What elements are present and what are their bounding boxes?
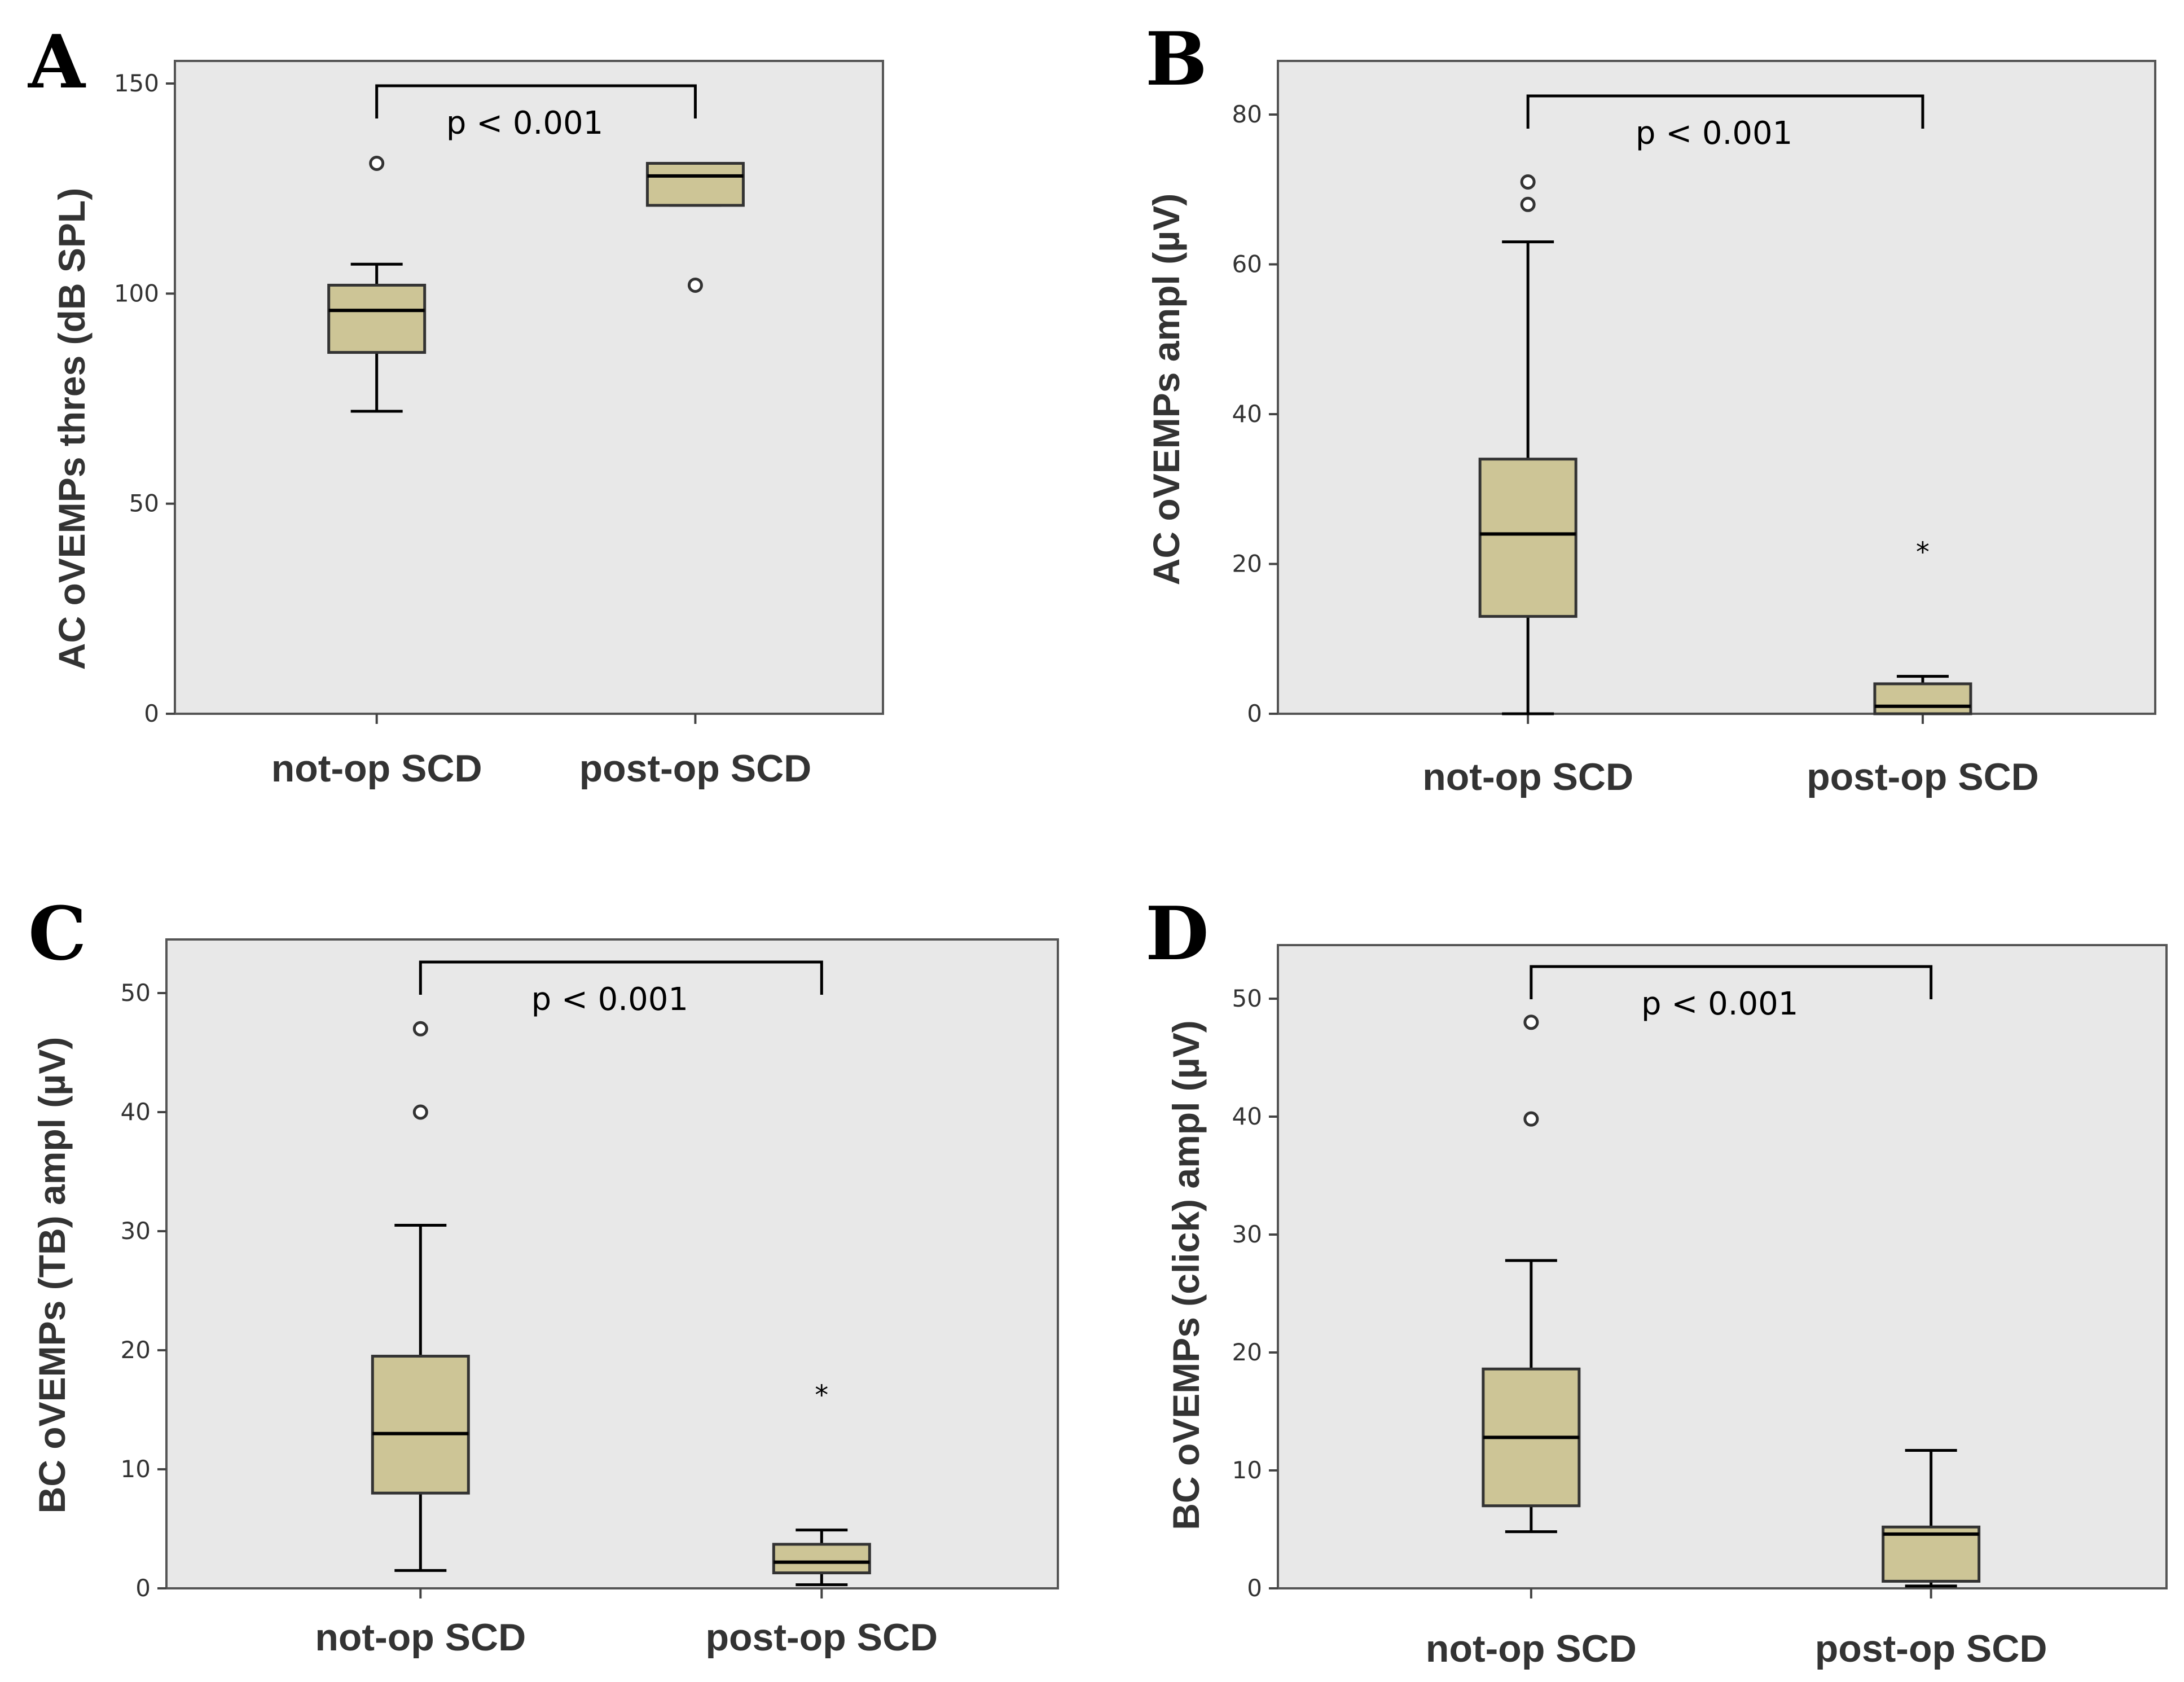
panel-d-p-value: p < 0.001 <box>1641 986 1798 1022</box>
panel-b-letter: B <box>1145 16 1207 102</box>
panel-b-box-1 <box>1873 682 1972 715</box>
panel-c-plot-area <box>165 938 1059 1589</box>
panel-b-plot-area <box>1277 60 2156 715</box>
panel-a-y-tick-label: 0 <box>144 700 159 727</box>
panel-d-y-tick-label: 30 <box>1232 1220 1262 1248</box>
panel-d-outlier-point <box>1523 1015 1539 1030</box>
panel-b-outlier-point <box>1520 196 1536 212</box>
panel-c-x-category-label: not-op SCD <box>315 1616 526 1659</box>
panel-c-x-category-label: post-op SCD <box>705 1616 938 1659</box>
panel-b-outlier-point <box>1520 174 1536 190</box>
panel-c-y-axis-label: BC oVEMPs (TB) ampl (µV) <box>31 1037 73 1514</box>
panel-d-y-axis-label: BC oVEMPs (click) ampl (µV) <box>1165 1020 1207 1530</box>
panel-d-letter: D <box>1145 890 1209 977</box>
panel-b-x-category-label: not-op SCD <box>1422 756 1633 798</box>
panel-a-p-value: p < 0.001 <box>446 105 603 142</box>
panel-c-box-0 <box>371 1355 470 1495</box>
panel-b-box-0 <box>1478 458 1577 618</box>
panel-b-extreme-point: * <box>1916 537 1930 568</box>
panel-a-box-1 <box>645 161 745 207</box>
panel-a-y-tick-label: 50 <box>129 490 159 517</box>
panel-a-outlier-point <box>687 277 703 293</box>
panel-c-y-tick-label: 10 <box>121 1455 151 1483</box>
panel-b-y-axis-label: AC oVEMPs ampl (µV) <box>1145 194 1187 585</box>
panel-c-y-tick-label: 50 <box>121 979 151 1007</box>
panel-c-y-tick-label: 20 <box>121 1336 151 1364</box>
panel-d-y-tick-label: 20 <box>1232 1338 1262 1366</box>
panel-b-significance-bracket <box>1526 94 1924 129</box>
panel-c-significance-bracket <box>419 960 823 995</box>
panel-d-y-tick-label: 50 <box>1232 985 1262 1012</box>
panel-b-x-category-label: post-op SCD <box>1807 756 2039 798</box>
panel-d-box-1 <box>1882 1525 1981 1583</box>
panel-c-outlier-point <box>412 1021 428 1037</box>
panel-a-y-tick-label: 100 <box>114 279 159 307</box>
panel-a-x-category-label: not-op SCD <box>271 747 482 790</box>
panel-a-box-0 <box>327 283 427 354</box>
panel-d-outlier-point <box>1523 1111 1539 1127</box>
panel-c-y-tick-label: 30 <box>121 1217 151 1245</box>
panel-b-y-tick-label: 60 <box>1232 251 1262 278</box>
panel-d-y-tick-label: 40 <box>1232 1103 1262 1130</box>
panel-a-y-tick-label: 150 <box>114 69 159 97</box>
panel-c-extreme-point: * <box>815 1380 828 1411</box>
panel-a-plot-area <box>174 60 884 715</box>
panel-a-significance-bracket <box>375 84 697 118</box>
panel-d-y-tick-label: 0 <box>1247 1574 1262 1602</box>
panel-d-y-tick-label: 10 <box>1232 1456 1262 1484</box>
panel-b-y-tick-label: 0 <box>1247 700 1262 727</box>
panel-b-y-tick-label: 20 <box>1232 550 1262 578</box>
panel-c-p-value: p < 0.001 <box>531 981 688 1018</box>
panel-c-y-tick-label: 0 <box>135 1574 151 1602</box>
panel-d-plot-area <box>1277 944 2168 1589</box>
panel-d-x-category-label: post-op SCD <box>1815 1627 2047 1670</box>
panel-a-y-axis-label: AC oVEMPs thres (dB SPL) <box>51 188 93 670</box>
panel-d-x-category-label: not-op SCD <box>1426 1627 1637 1670</box>
panel-a-letter: A <box>27 19 86 105</box>
panel-c-outlier-point <box>412 1104 428 1120</box>
panel-a-outlier-point <box>369 155 385 171</box>
panel-b-y-tick-label: 40 <box>1232 400 1262 428</box>
panel-d-significance-bracket <box>1530 965 1933 999</box>
panel-b-p-value: p < 0.001 <box>1636 115 1792 152</box>
panel-c-y-tick-label: 40 <box>121 1098 151 1126</box>
panel-a-x-category-label: post-op SCD <box>579 747 812 790</box>
panel-b-y-tick-label: 80 <box>1232 100 1262 128</box>
panel-c-letter: C <box>28 890 86 977</box>
panel-c-box-1 <box>772 1543 871 1575</box>
